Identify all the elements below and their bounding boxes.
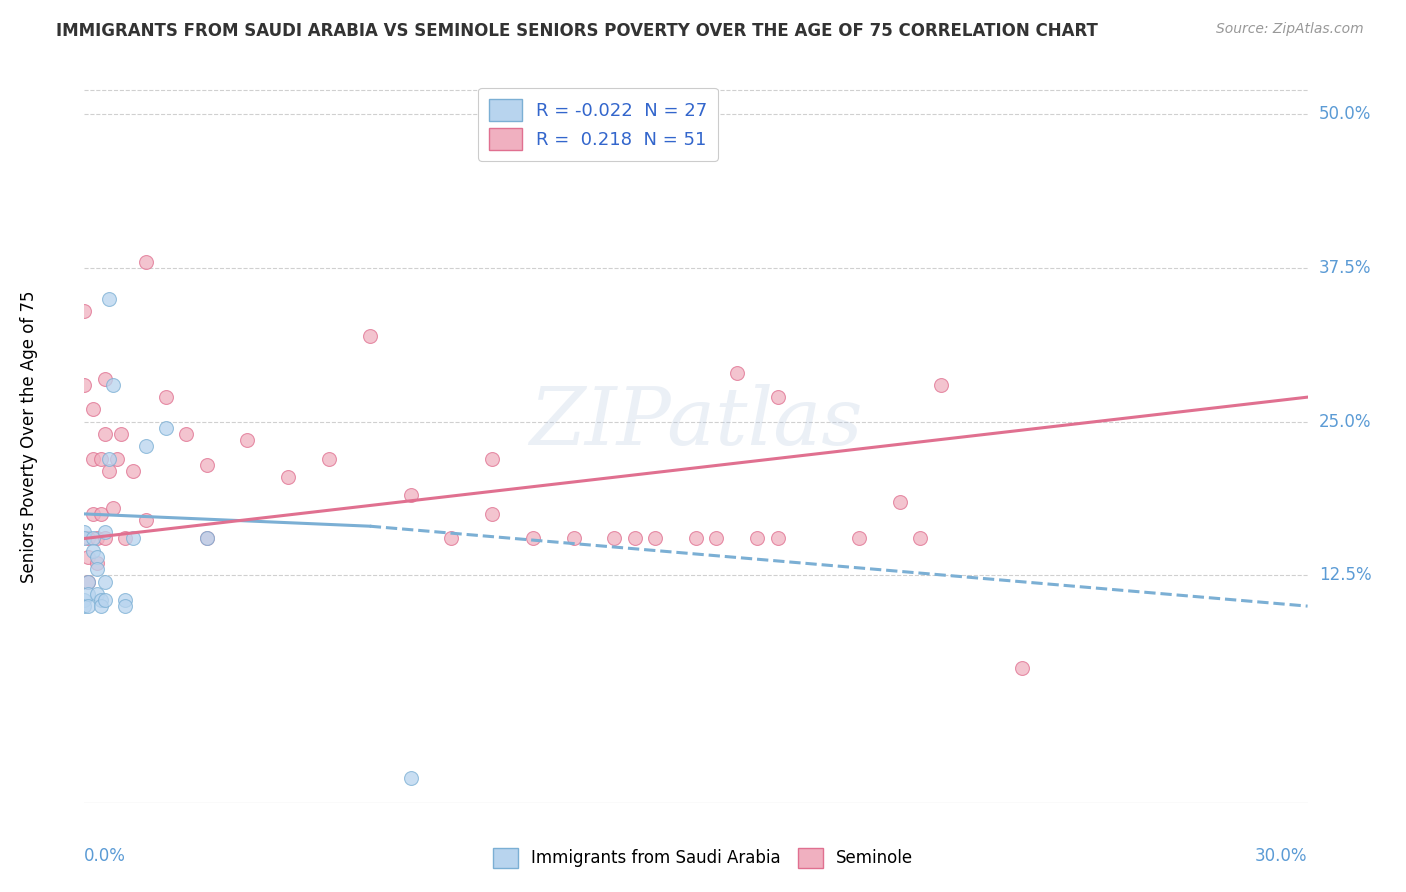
Text: 12.5%: 12.5% <box>1319 566 1371 584</box>
Legend: Immigrants from Saudi Arabia, Seminole: Immigrants from Saudi Arabia, Seminole <box>486 841 920 875</box>
Point <box>82 543 104 558</box>
Point <box>86 562 108 576</box>
Point <box>195 458 218 472</box>
Point <box>195 532 218 546</box>
Point <box>73 304 96 318</box>
Point <box>481 451 503 466</box>
Point <box>114 599 136 613</box>
Text: 25.0%: 25.0% <box>1319 413 1371 431</box>
Text: Source: ZipAtlas.com: Source: ZipAtlas.com <box>1216 22 1364 37</box>
Point <box>97 451 120 466</box>
Point <box>135 255 157 269</box>
Point <box>101 500 124 515</box>
Text: 30.0%: 30.0% <box>1256 847 1308 864</box>
Point <box>82 532 104 546</box>
Point <box>82 451 104 466</box>
Point <box>399 488 422 502</box>
Point <box>77 599 100 613</box>
Point <box>155 421 177 435</box>
Point <box>93 427 115 442</box>
Point <box>195 532 218 546</box>
Point <box>747 532 769 546</box>
Point <box>77 574 100 589</box>
Point <box>82 402 104 417</box>
Text: IMMIGRANTS FROM SAUDI ARABIA VS SEMINOLE SENIORS POVERTY OVER THE AGE OF 75 CORR: IMMIGRANTS FROM SAUDI ARABIA VS SEMINOLE… <box>56 22 1098 40</box>
Point <box>725 366 748 380</box>
Point <box>114 532 136 546</box>
Point <box>93 574 115 589</box>
Point <box>82 507 104 521</box>
Point <box>105 451 128 466</box>
Point <box>1011 660 1033 674</box>
Point <box>73 525 96 540</box>
Point <box>562 532 585 546</box>
Point <box>90 599 112 613</box>
Point <box>644 532 666 546</box>
Point <box>706 532 728 546</box>
Point <box>110 427 132 442</box>
Point <box>86 587 108 601</box>
Point <box>135 513 157 527</box>
Point <box>101 377 124 392</box>
Point <box>236 433 259 447</box>
Point <box>77 549 100 564</box>
Point <box>522 532 544 546</box>
Point <box>174 427 197 442</box>
Point <box>481 507 503 521</box>
Point <box>93 525 115 540</box>
Point <box>93 532 115 546</box>
Point <box>603 532 626 546</box>
Point <box>277 470 299 484</box>
Text: Seniors Poverty Over the Age of 75: Seniors Poverty Over the Age of 75 <box>20 291 38 583</box>
Point <box>97 464 120 478</box>
Point <box>766 390 789 404</box>
Point <box>114 593 136 607</box>
Point <box>155 390 177 404</box>
Point <box>77 532 100 546</box>
Point <box>889 494 911 508</box>
Text: ZIPatlas: ZIPatlas <box>529 384 863 461</box>
Text: 37.5%: 37.5% <box>1319 259 1371 277</box>
Point <box>86 549 108 564</box>
Point <box>910 532 932 546</box>
Point <box>624 532 647 546</box>
Point <box>97 292 120 306</box>
Point <box>77 574 100 589</box>
Point <box>90 593 112 607</box>
Point <box>766 532 789 546</box>
Point <box>93 372 115 386</box>
Point <box>685 532 707 546</box>
Point <box>359 328 381 343</box>
Point <box>73 593 96 607</box>
Point <box>122 464 145 478</box>
Point <box>73 599 96 613</box>
Point <box>77 587 100 601</box>
Text: 50.0%: 50.0% <box>1319 105 1371 123</box>
Point <box>440 532 463 546</box>
Point <box>90 507 112 521</box>
Legend: R = -0.022  N = 27, R =  0.218  N = 51: R = -0.022 N = 27, R = 0.218 N = 51 <box>478 87 718 161</box>
Point <box>93 593 115 607</box>
Point <box>135 439 157 453</box>
Point <box>73 532 96 546</box>
Point <box>73 377 96 392</box>
Point <box>848 532 870 546</box>
Text: 0.0%: 0.0% <box>84 847 127 864</box>
Point <box>86 556 108 570</box>
Point <box>90 451 112 466</box>
Point <box>122 532 145 546</box>
Point <box>929 377 952 392</box>
Point <box>86 532 108 546</box>
Point <box>318 451 340 466</box>
Point <box>399 771 422 785</box>
